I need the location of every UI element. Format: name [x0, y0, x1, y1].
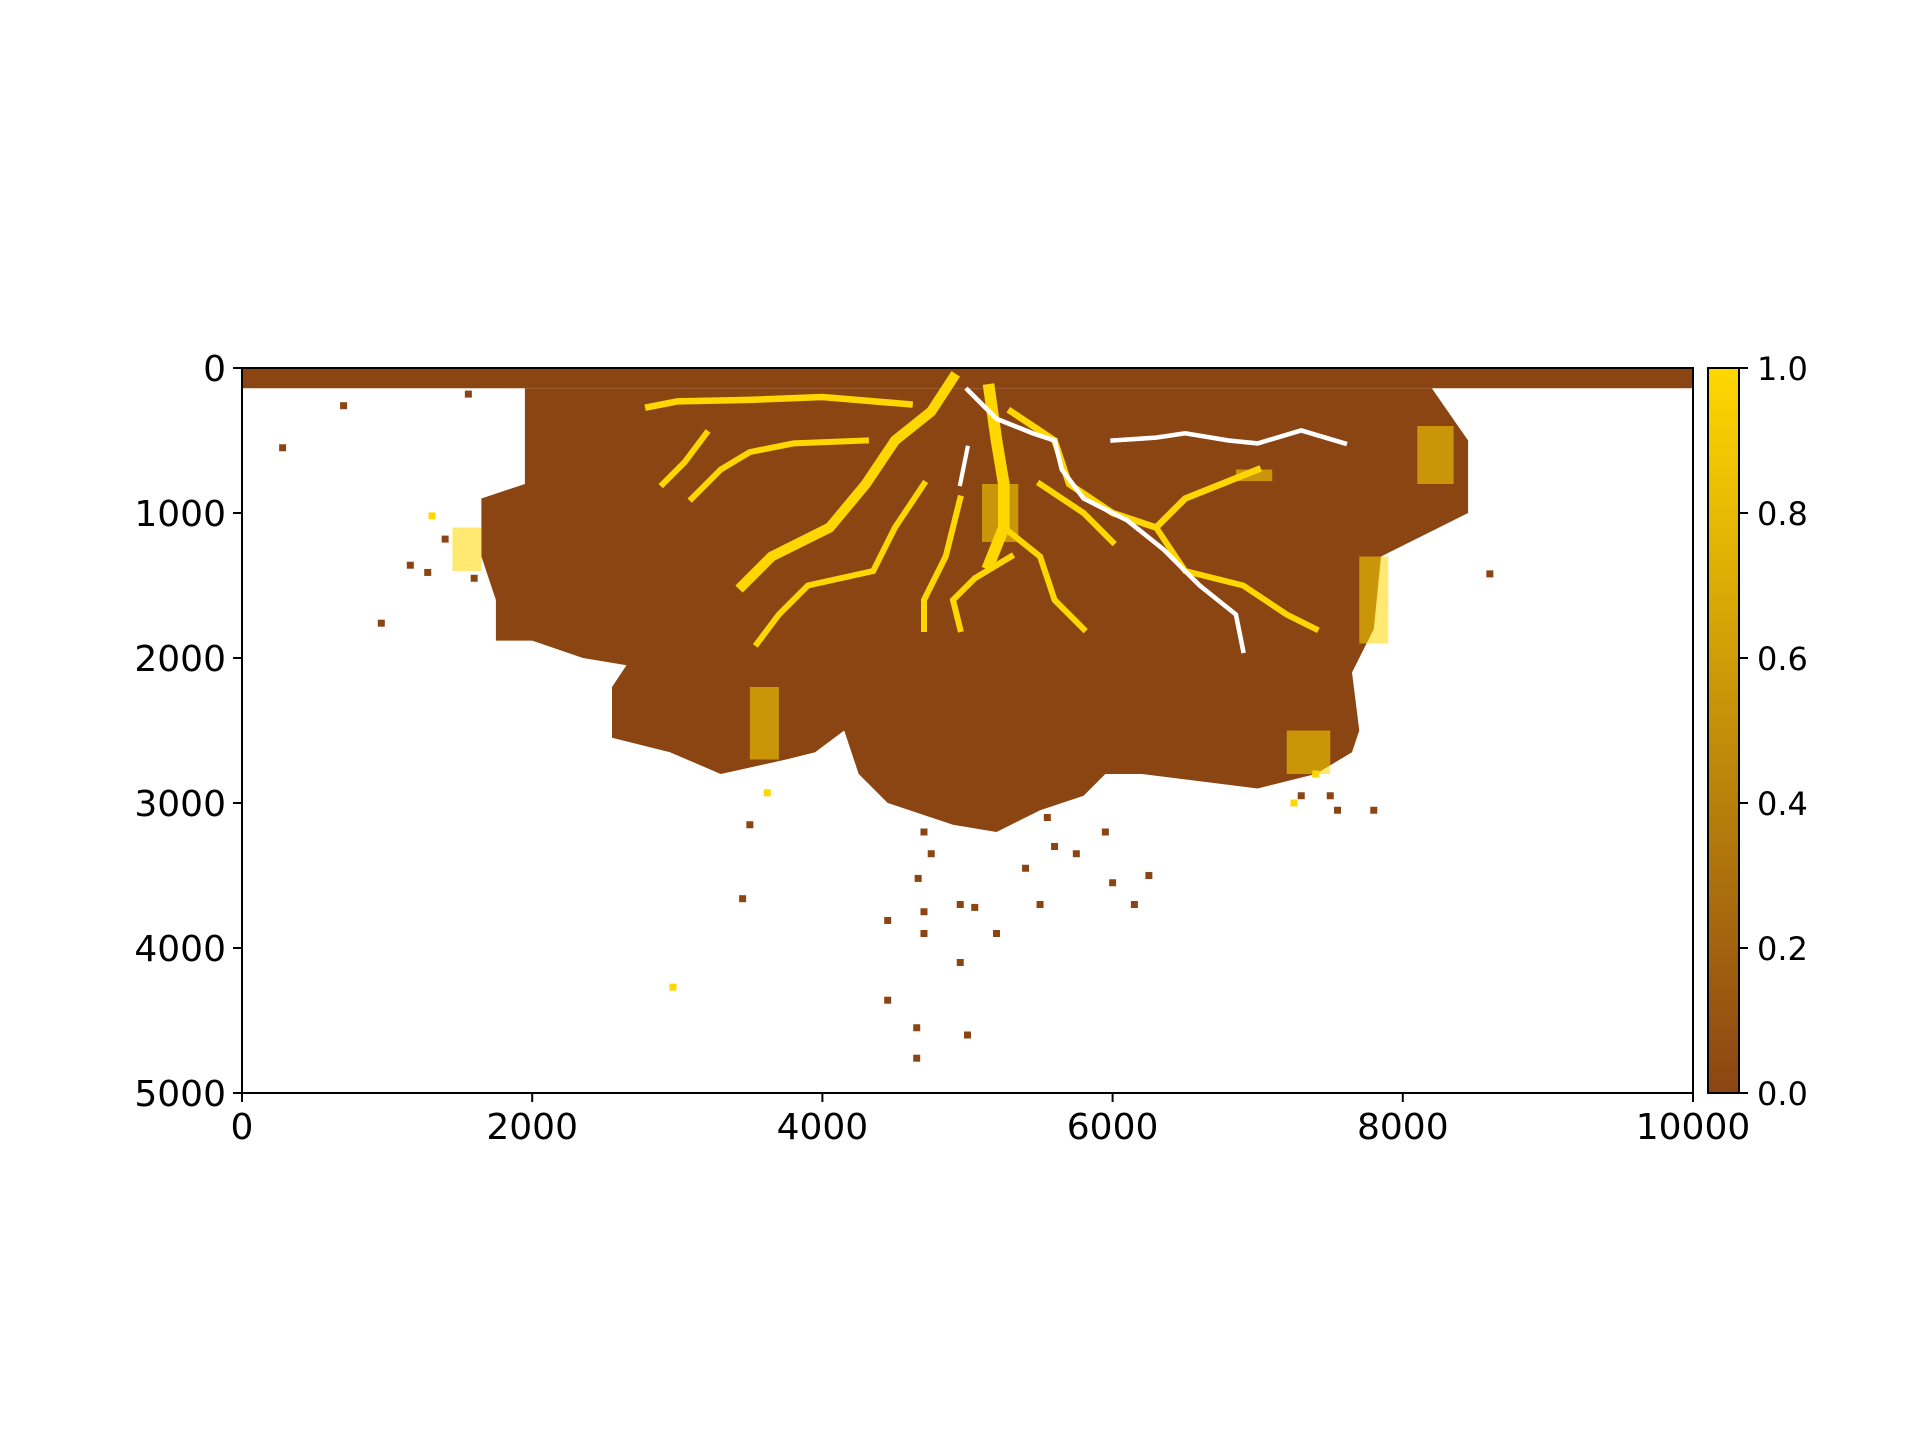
heatmap-image — [242, 368, 1693, 1093]
heatmap-cell — [913, 1054, 921, 1062]
heatmap-cell — [1290, 799, 1298, 807]
colorbar-tick-label: 0.2 — [1757, 930, 1808, 968]
heatmap-cell — [914, 874, 922, 882]
heatmap-cell — [1051, 843, 1059, 850]
x-axis: 0 2000 4000 6000 8000 10000 — [231, 1093, 1751, 1148]
y-tick-label: 0 — [203, 349, 226, 390]
heatmap-cell — [884, 916, 892, 924]
heatmap-patch — [749, 687, 779, 760]
colorbar-tick-label: 1.0 — [1757, 350, 1808, 388]
y-tick-label: 2000 — [134, 639, 226, 680]
heatmap-channel — [921, 494, 964, 632]
heatmap-patch — [1286, 730, 1331, 774]
heatmap-cell — [1109, 879, 1117, 887]
heatmap-cell — [428, 512, 436, 520]
heatmap-cell — [1312, 770, 1320, 778]
heatmap-patch — [1359, 556, 1389, 644]
heatmap-cell — [1326, 792, 1334, 800]
heatmap-cell — [1486, 570, 1494, 578]
heatmap-channel — [999, 523, 1088, 634]
heatmap-patch — [1417, 426, 1454, 484]
heatmap-cell — [1297, 792, 1305, 800]
colorbar-tick-label: 0.6 — [1757, 640, 1808, 678]
colorbar-frame — [1707, 367, 1740, 1094]
heatmap-cell — [669, 983, 677, 991]
heatmap-cell — [763, 789, 771, 797]
x-tick-label: 4000 — [777, 1107, 869, 1148]
heatmap-cell — [1022, 864, 1030, 872]
heatmap-channel — [1035, 479, 1117, 547]
heatmap-channel — [1151, 523, 1320, 634]
heatmap-patch — [452, 527, 482, 571]
heatmap-channel — [735, 371, 961, 593]
heatmap-cell — [1130, 901, 1138, 908]
x-tick-label: 6000 — [1067, 1107, 1159, 1148]
heatmap-region — [481, 388, 1469, 832]
heatmap-cell — [913, 1024, 921, 1032]
heatmap-cell — [279, 444, 287, 452]
y-tick-label: 4000 — [134, 929, 226, 970]
y-axis: 0 1000 2000 3000 4000 5000 — [134, 349, 242, 1115]
heatmap-cell — [905, 796, 913, 804]
heatmap-nodata-channel — [1110, 428, 1348, 447]
x-tick-label: 2000 — [486, 1107, 578, 1148]
heatmap-cell — [1334, 806, 1342, 814]
heatmap-cell — [1043, 814, 1051, 821]
y-tick-label: 3000 — [134, 784, 226, 825]
heatmap-channel — [981, 383, 1010, 572]
heatmap-channel — [949, 552, 1016, 633]
heatmap-cell — [956, 959, 964, 966]
heatmap-cell — [1370, 806, 1378, 814]
heatmap-cell — [971, 903, 979, 911]
heatmap-cell — [920, 908, 928, 916]
colorbar-tick-label: 0.0 — [1757, 1075, 1808, 1113]
heatmap-cell — [746, 821, 754, 829]
heatmap-nodata-channel — [957, 445, 970, 487]
heatmap-channel — [687, 437, 870, 503]
heatmap-cell — [993, 930, 1001, 937]
colorbar-gradient — [1708, 368, 1739, 1093]
x-tick-label: 10000 — [1636, 1107, 1751, 1148]
heatmap-cell — [964, 1031, 971, 1039]
heatmap-cell — [1145, 872, 1153, 879]
y-tick-label: 5000 — [134, 1074, 226, 1115]
heatmap-cell — [464, 390, 472, 398]
heatmap-cell — [884, 996, 892, 1004]
heatmap-channel — [752, 479, 929, 648]
x-tick-label: 0 — [231, 1107, 254, 1148]
heatmap-cell — [377, 619, 385, 627]
heatmap-region — [242, 368, 1693, 389]
heatmap-nodata-channel — [964, 386, 1058, 444]
heatmap-cell — [406, 561, 414, 569]
plot-frame — [241, 367, 1694, 1094]
heatmap-cell — [470, 574, 478, 582]
heatmap-cell — [927, 850, 935, 858]
x-tick-label: 8000 — [1357, 1107, 1449, 1148]
heatmap-nodata-channel — [1051, 437, 1246, 654]
colorbar-tick-label: 0.4 — [1757, 785, 1808, 823]
heatmap-cell — [920, 828, 928, 836]
colorbar: 0.0 0.2 0.4 0.6 0.8 1.0 — [1707, 350, 1808, 1113]
heatmap-channel — [644, 393, 914, 411]
colorbar-tick-label: 0.8 — [1757, 495, 1808, 533]
heatmap-patch — [1235, 469, 1273, 482]
heatmap-cell — [1101, 828, 1109, 836]
heatmap-cell — [1036, 901, 1044, 908]
heatmap-cell — [1072, 850, 1080, 858]
y-tick-label: 1000 — [134, 494, 226, 535]
heatmap-cell — [424, 568, 432, 576]
heatmap-cell — [956, 901, 964, 908]
heatmap-cell — [920, 930, 928, 937]
heatmap-channel — [658, 429, 711, 489]
heatmap-cell — [340, 402, 348, 410]
heatmap-cell — [441, 535, 449, 543]
heatmap-cell — [739, 895, 747, 903]
